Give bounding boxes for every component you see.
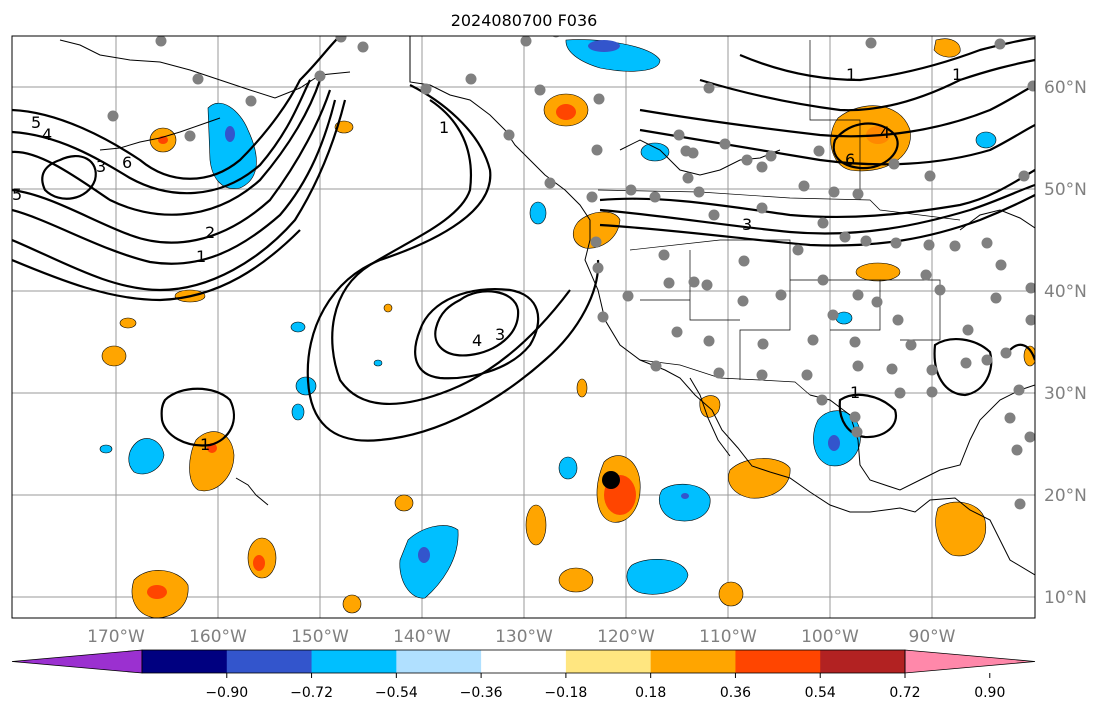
contour-label-group: 5 4 3 6 2 1 1 4 3 1 1 3 4 6 1 1 5 [12,65,962,454]
contour-label: 5 [31,113,41,132]
contour-label: 1 [196,247,206,266]
contour-label: 4 [42,125,52,144]
latitude-labels: 60°N 50°N 40°N 30°N 20°N 10°N [1044,78,1087,608]
map-panel: 5 4 3 6 2 1 1 4 3 1 1 3 4 6 1 1 5 [11,35,1036,619]
contour-label: 5 [12,185,22,204]
colorbar-segment [226,650,313,673]
lon-label: 160°W [189,627,247,647]
lon-label: 170°W [87,627,145,647]
contour-label: 2 [205,223,215,242]
colorbar-segment [311,650,397,673]
lat-label: 40°N [1044,282,1087,302]
contour-label: 4 [472,331,482,350]
colorbar-tick-label: 0.72 [889,685,920,701]
contour-label: 6 [122,153,132,172]
colorbar-frame [141,649,906,674]
contour-label: 3 [495,325,505,344]
map-frame [11,35,1036,619]
lat-label: 50°N [1044,180,1087,200]
contour-label: 6 [845,150,855,169]
storm-center-marker [602,471,620,489]
lon-label: 150°W [291,627,349,647]
colorbar-segment [396,650,482,673]
colorbar-segment [650,650,736,673]
lat-label: 30°N [1044,384,1087,404]
colorbar-tick-label: 0.90 [974,685,1005,701]
lat-label: 10°N [1044,588,1087,608]
contour-label: 1 [846,65,856,84]
shaded-anomalies [99,38,1035,618]
colorbar-extend-high [904,649,1036,674]
colorbar-tick-label: −0.90 [205,685,248,701]
colorbar-segment [481,650,567,673]
borders [597,40,961,396]
lon-label: 100°W [801,627,859,647]
colorbar-extend-low [11,649,143,674]
lat-label: 20°N [1044,486,1087,506]
lon-label: 90°W [909,627,956,647]
colorbar-tick-label: −0.72 [290,685,333,701]
lon-label: 120°W [597,627,655,647]
contour-label: 3 [96,157,106,176]
colorbar-tick-label: −0.18 [544,685,587,701]
lon-label: 130°W [495,627,553,647]
colorbar-segment [735,650,821,673]
figure-title: 2024080700 F036 [451,11,598,30]
coastlines [59,36,1035,576]
station-points [107,36,1035,510]
contour-label: 1 [439,118,449,137]
colorbar-tick-label: −0.36 [460,685,503,701]
colorbar-segment [142,650,228,673]
lon-label: 110°W [699,627,757,647]
contour-label: 4 [880,123,890,142]
colorbar-segment [820,650,906,673]
colorbar-tick-label: 0.54 [805,685,836,701]
contour-lines [12,36,1035,447]
contour-label: 1 [200,435,210,454]
colorbar-tick-label: 0.18 [635,685,666,701]
lon-label: 140°W [393,627,451,647]
colorbar: −0.90 −0.72 −0.54 −0.36 −0.18 0.18 0.36 0.54 0.7… [11,649,1036,701]
contour-label: 1 [850,383,860,402]
colorbar-tick-label: −0.54 [375,685,418,701]
lat-label: 60°N [1044,78,1087,98]
colorbar-segment [565,650,652,673]
contour-label: 1 [952,65,962,84]
colorbar-tick-label: 0.36 [720,685,751,701]
longitude-labels: 170°W 160°W 150°W 140°W 130°W 120°W 110°… [87,627,956,647]
contour-label: 3 [742,215,752,234]
